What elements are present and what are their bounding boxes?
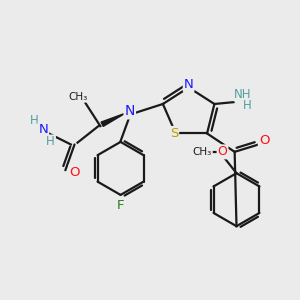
Polygon shape xyxy=(101,113,125,126)
Text: N: N xyxy=(124,104,135,118)
Text: H: H xyxy=(30,114,38,127)
Text: O: O xyxy=(69,166,80,178)
Text: CH₃: CH₃ xyxy=(69,92,88,102)
Text: H: H xyxy=(46,135,55,148)
Text: H: H xyxy=(242,99,251,112)
Text: NH: NH xyxy=(234,88,252,100)
Text: O: O xyxy=(218,145,227,158)
Text: N: N xyxy=(184,78,194,91)
Text: O: O xyxy=(259,134,269,147)
Text: CH₃: CH₃ xyxy=(193,147,212,157)
Text: N: N xyxy=(38,123,48,136)
Text: F: F xyxy=(117,200,124,212)
Text: S: S xyxy=(170,127,178,140)
